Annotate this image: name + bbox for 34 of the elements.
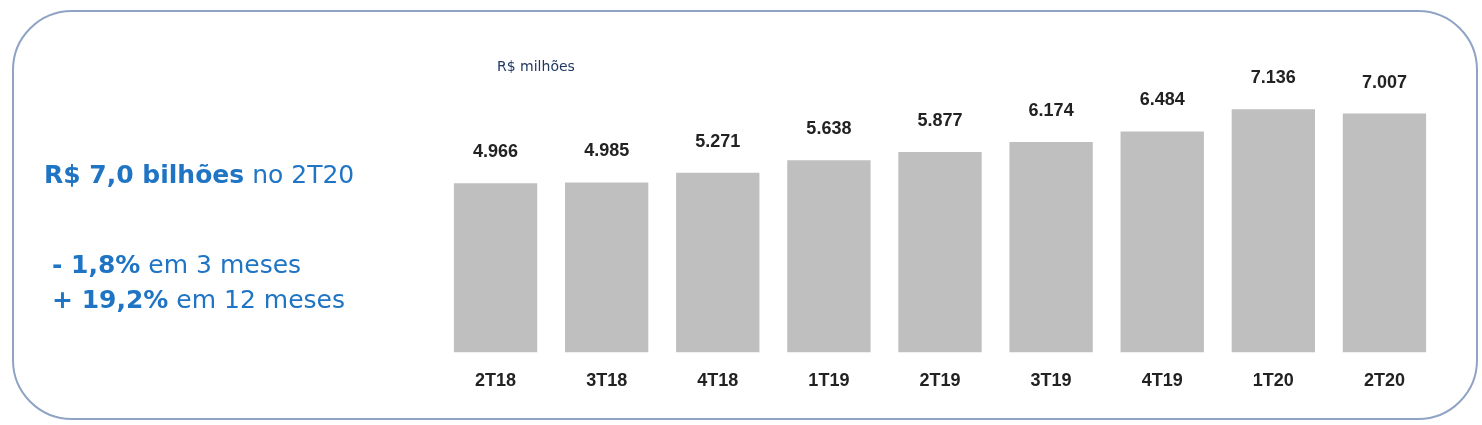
x-tick-label: 4T19: [1141, 370, 1183, 391]
data-label: 7.007: [1361, 71, 1407, 92]
data-label: 5.271: [695, 130, 741, 151]
x-tick-label: 4T18: [697, 370, 739, 391]
x-tick-label: 1T20: [1252, 370, 1294, 391]
x-tick-label: 2T18: [475, 370, 517, 391]
data-label: 5.638: [806, 118, 852, 139]
bar: [1009, 141, 1093, 353]
text: - 1,8%: [52, 250, 141, 279]
bar: [565, 182, 649, 353]
data-label: 4.966: [473, 141, 519, 162]
bar: [453, 183, 538, 353]
text: em 3 meses: [147, 250, 302, 279]
y-axis-title: R$ milhões: [497, 58, 575, 74]
data-label: 5.877: [917, 110, 963, 131]
x-tick-label: 3T18: [586, 370, 628, 391]
data-label: 7.136: [1250, 67, 1296, 88]
bar: [1231, 109, 1315, 353]
data-label: 6.174: [1028, 99, 1074, 120]
bar: [1342, 113, 1427, 353]
text: no 2T20: [251, 160, 355, 189]
text: R$ 7,0 bilhões: [44, 160, 245, 189]
bar: [1120, 131, 1204, 353]
data-label: 4.985: [584, 140, 630, 161]
text: em 12 meses: [175, 285, 345, 314]
x-tick-label: 1T19: [808, 370, 850, 391]
bar: [787, 160, 871, 353]
bar: [898, 152, 982, 353]
x-tick-label: 2T20: [1363, 370, 1405, 391]
data-label: 6.484: [1139, 89, 1185, 110]
text: + 19,2%: [52, 285, 169, 314]
x-tick-label: 2T19: [919, 370, 961, 391]
bar: [676, 172, 760, 353]
x-tick-label: 3T19: [1030, 370, 1072, 391]
